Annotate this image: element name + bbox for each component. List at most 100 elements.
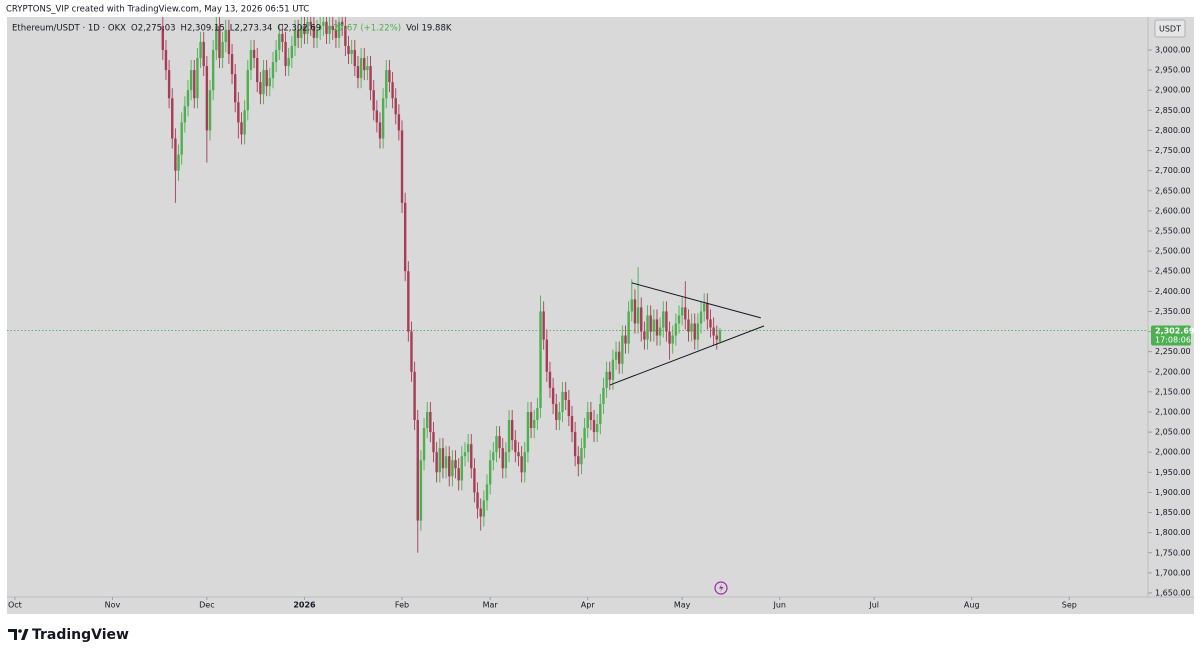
x-tick-label: May [674,601,691,610]
candle-body [221,41,224,59]
candle-body [473,468,476,493]
candle-body [259,82,262,95]
y-tick-label: 2,900.00 [1155,86,1191,95]
candle-body [303,25,306,34]
candle-body [495,436,498,453]
candle-body [268,78,272,87]
trendline [609,325,765,386]
candle-body [488,460,492,485]
candle-body [570,416,574,433]
currency-label[interactable]: USDT [1159,25,1181,34]
candle-body [363,58,366,71]
candle-body [164,49,168,71]
legend-low: L2,273.34 [230,24,273,34]
x-tick-label: Mar [483,601,499,610]
candle-body [517,452,520,457]
candle-body [278,33,281,50]
candle-body [504,452,508,469]
candle-body [202,41,205,67]
candle-body [482,500,486,517]
candle-body [520,456,523,473]
candle-body [674,323,678,336]
candle-body [189,70,193,91]
brand-logo [8,629,29,640]
y-tick-label: 2,600.00 [1155,206,1191,215]
candle-body [375,110,379,123]
candle-body [218,25,221,59]
candle-body [696,323,700,340]
candle-body [224,29,227,42]
candle-body [640,307,643,332]
y-tick-label: 1,850.00 [1155,508,1191,517]
candle-body [589,411,593,421]
y-tick-label: 1,700.00 [1155,568,1191,577]
candle-body [177,154,180,171]
candle-body [407,271,410,332]
y-tick-label: 2,950.00 [1155,66,1191,75]
candle-body [315,29,319,38]
candle-body [397,114,401,131]
candle-body [171,98,174,139]
candle-body [624,335,627,344]
candle-body [400,130,404,203]
candle-body [243,110,246,135]
x-tick-label: 2026 [293,601,316,610]
candle-body [208,90,212,131]
candle-body [595,424,599,433]
candle-body [470,444,473,469]
legend-volume: Vol 19.88K [406,24,452,34]
candle-body [630,299,633,312]
candle-body [605,371,608,388]
y-tick-label: 2,000.00 [1155,448,1191,457]
candle-body [410,331,413,372]
candle-body [403,202,407,272]
candle-body [432,432,435,453]
candle-body [492,452,495,461]
candle-body [230,54,234,75]
y-tick-label: 1,900.00 [1155,488,1191,497]
candle-body [718,330,722,342]
events-icon[interactable] [714,581,728,595]
legend-close: C2,302.69 [277,24,321,34]
y-tick-label: 1,950.00 [1155,468,1191,477]
candle-body [507,420,511,453]
candle-body [715,335,718,340]
candle-body [693,323,696,340]
y-tick-label: 2,400.00 [1155,287,1191,296]
y-tick-label: 2,050.00 [1155,428,1191,437]
y-tick-label: 2,550.00 [1155,226,1191,235]
candle-body [592,420,596,433]
candle-body [510,420,514,441]
x-tick-label: Aug [964,601,980,610]
candle-body [501,448,504,469]
candle-body [369,66,372,91]
legend-open: O2,275.03 [131,24,176,34]
y-tick-label: 2,500.00 [1155,247,1191,256]
candle-body [463,452,467,457]
candle-body [551,387,555,404]
candle-body [353,49,357,67]
candle-body [523,452,526,473]
candle-body [702,303,706,312]
candle-body [205,66,209,131]
candle-body [580,448,583,465]
candle-body [193,70,196,99]
candle-body [281,33,284,42]
y-tick-label: 3,000.00 [1155,45,1191,54]
candle-body [196,58,199,99]
currency-button[interactable] [1154,19,1186,38]
candle-body [331,25,334,30]
candle-body [448,456,451,477]
candle-body [485,484,489,501]
candle-body [548,371,552,388]
candle-body [444,456,448,469]
candle-body [536,407,539,421]
candle-body [608,371,611,380]
x-tick-label: Jul [868,601,879,610]
candle-body [388,70,391,83]
candle-body [677,315,681,324]
legend: Ethereum/USDT · 1D · OKX O2,275.03 H2,309.… [12,24,452,34]
candle-body [344,25,347,46]
candle-body [618,351,621,364]
